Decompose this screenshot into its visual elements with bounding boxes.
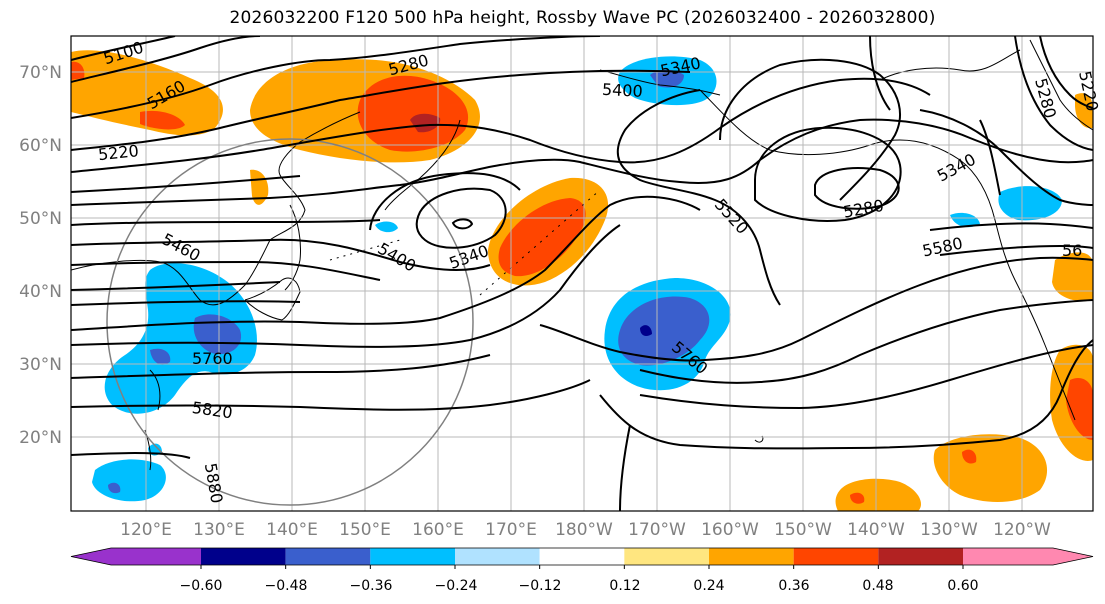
colorbar-segment [370,548,455,565]
lon-tick-label: 150°W [774,520,832,540]
colorbar-tick-label: 0.48 [862,578,893,594]
colorbar-segment [963,548,1053,565]
anomaly-positive-subtropic [933,434,1048,502]
latitude-axis: 70°N 60°N 50°N 40°N 30°N 20°N [19,63,62,448]
longitude-axis: 120°E 130°E 140°E 150°E 160°E 170°E 180°… [120,520,1051,540]
colorbar-extend-min [71,548,111,565]
lon-tick-label: 140°E [266,520,318,540]
map-background [71,36,1093,511]
colorbar-segment [455,548,540,565]
colorbar-segment [709,548,794,565]
colorbar-tick-label: −0.48 [265,578,308,594]
lat-tick-label: 20°N [19,428,62,448]
lon-tick-label: 120°W [993,520,1051,540]
range-circle [106,138,474,506]
lat-tick-label: 70°N [19,63,62,83]
lat-tick-label: 60°N [19,136,62,156]
height-contours [71,36,1093,511]
contour-label: 5400 [602,80,644,101]
lon-tick-label: 120°E [120,520,172,540]
colorbar-tick-label: 0.24 [693,578,724,594]
map-frame [70,35,1094,512]
lon-tick-label: 140°W [847,520,905,540]
colorbar-segment [878,548,963,565]
colorbar [70,547,1094,569]
lon-tick-label: 160°W [701,520,759,540]
colorbar-segment [285,548,371,565]
colorbar-tick-labels: −0.60 −0.48 −0.36 −0.24 −0.12 0.12 0.24 … [180,578,979,594]
colorbar-tick-label: −0.12 [519,578,562,594]
lat-tick-label: 40°N [19,282,62,302]
colorbar-tick-label: 0.60 [947,578,978,594]
lon-tick-label: 170°E [485,520,537,540]
lon-tick-label: 130°W [920,520,978,540]
colorbar-segment [111,548,201,565]
lon-tick-label: 160°E [412,520,464,540]
colorbar-segment [539,548,625,565]
lon-tick-label: 170°W [628,520,686,540]
colorbar-segment [201,548,286,565]
colorbar-tick-label: 0.36 [778,578,809,594]
lon-tick-label: 150°E [339,520,391,540]
contour-label: 5220 [97,141,139,164]
colorbar-tick-label: −0.24 [435,578,478,594]
map-title: 2026032200 F120 500 hPa height, Rossby W… [229,8,936,28]
lat-tick-label: 50°N [19,209,62,229]
colorbar-tick-label: −0.36 [350,578,393,594]
contour-label: 56 [1062,241,1082,260]
lon-tick-label: 180°W [555,520,613,540]
colorbar-segment [793,548,879,565]
colorbar-outline [70,547,1094,566]
colorbar-tick-label: −0.60 [180,578,223,594]
colorbar-tick-label: 0.12 [609,578,640,594]
colorbar-segment [624,548,709,565]
lat-tick-label: 30°N [19,355,62,375]
colorbar-extend-max [1053,548,1093,565]
contour-label: 5760 [192,349,233,368]
lon-tick-label: 130°E [193,520,245,540]
